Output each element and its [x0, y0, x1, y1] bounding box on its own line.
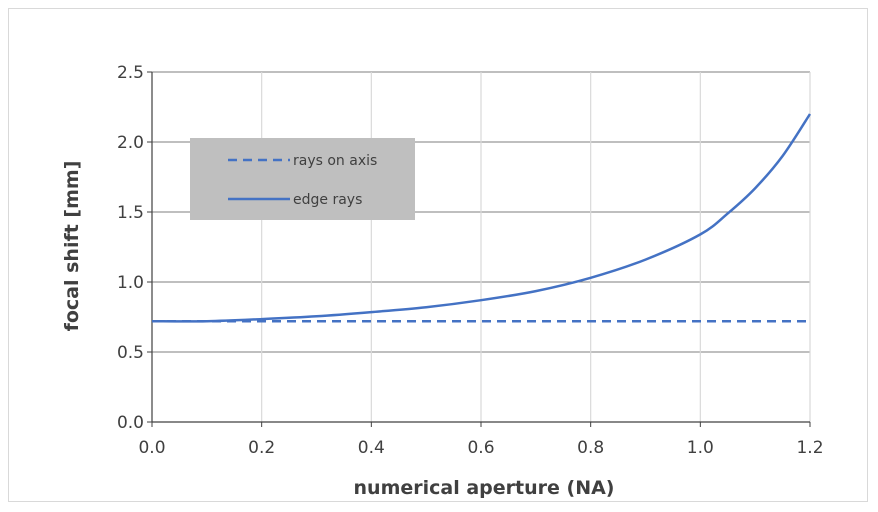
x-tick-label: 0.4 [358, 438, 385, 458]
x-tick-label: 0.0 [138, 438, 165, 458]
x-tick-label: 0.6 [467, 438, 494, 458]
y-tick-label: 2.5 [117, 63, 144, 83]
tick-labels: 0.0 0.5 1.0 1.5 2.0 2.5 0.0 0.2 0.4 0.6 0.8 1.0 1.2 [117, 63, 824, 458]
grid [152, 71, 811, 422]
chart-frame [8, 8, 868, 502]
y-axis-title: focal shift [mm] [61, 161, 83, 332]
legend-background [190, 138, 415, 220]
series-line-edge-rays [151, 113, 812, 323]
legend-label-edge-rays: edge rays [293, 192, 362, 208]
legend-label-rays-on-axis: rays on axis [293, 153, 377, 169]
x-tick-label: 0.8 [577, 438, 604, 458]
y-tick-label: 1.0 [117, 273, 144, 293]
y-tick-label: 0.0 [117, 413, 144, 433]
series-lines [151, 113, 812, 323]
legend: rays on axis edge rays [190, 138, 415, 220]
x-tick-label: 1.0 [687, 438, 714, 458]
x-tick-label: 0.2 [248, 438, 275, 458]
y-tick-label: 0.5 [117, 343, 144, 363]
y-tick-label: 1.5 [117, 203, 144, 223]
axes [147, 71, 811, 427]
y-tick-label: 2.0 [117, 133, 144, 153]
x-axis-title: numerical aperture (NA) [354, 477, 615, 499]
x-tick-label: 1.2 [796, 438, 823, 458]
